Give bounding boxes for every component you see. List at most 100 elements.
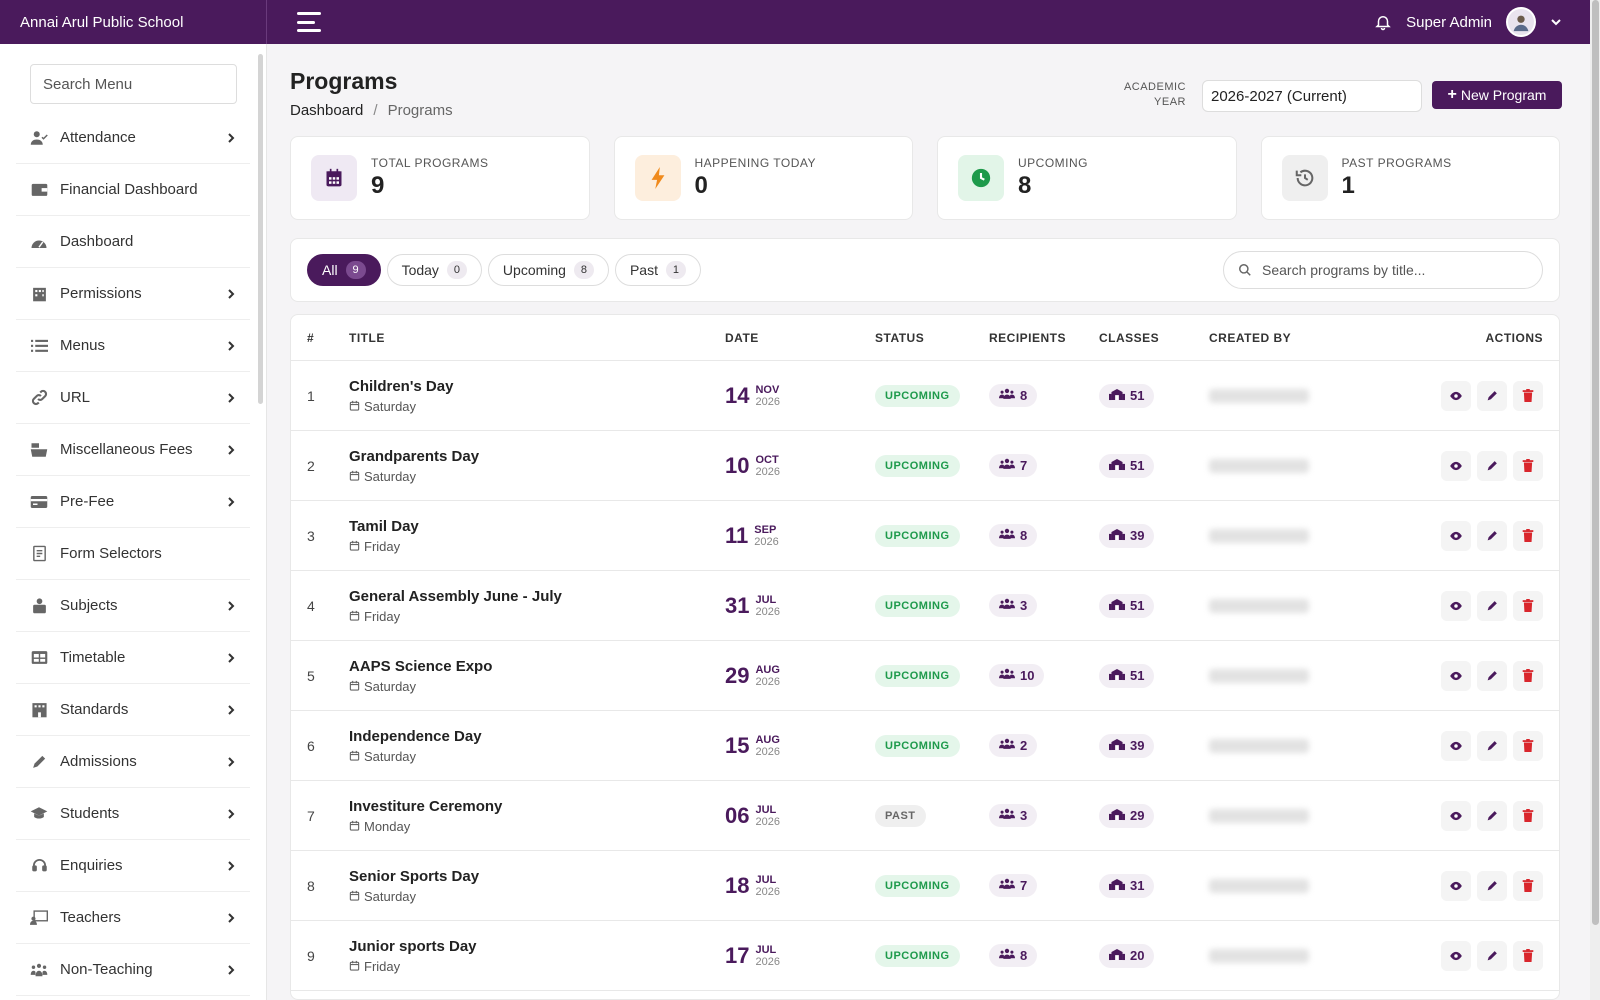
- chevron-down-icon[interactable]: [1550, 16, 1562, 28]
- sidebar-item-financial-dashboard[interactable]: Financial Dashboard: [16, 164, 250, 216]
- col-header-recipients[interactable]: RECIPIENTS: [989, 330, 1067, 345]
- sidebar-item-attendance[interactable]: Attendance: [16, 112, 250, 164]
- sidebar-item-non-teaching[interactable]: Non-Teaching: [16, 944, 250, 996]
- sidebar-scrollbar[interactable]: [258, 54, 263, 404]
- program-title[interactable]: Investiture Ceremony: [349, 797, 503, 815]
- stat-value: 0: [694, 172, 708, 199]
- edit-button[interactable]: [1477, 520, 1507, 551]
- delete-button[interactable]: [1513, 590, 1543, 621]
- sidebar-item-teachers[interactable]: Teachers: [16, 892, 250, 944]
- sidebar-item-standards[interactable]: Standards: [16, 684, 250, 736]
- sidebar-item-pre-fee[interactable]: Pre-Fee: [16, 476, 250, 528]
- table-row[interactable]: 1 Children's Day Saturday 14 NOV 2026 UPC…: [291, 361, 1559, 431]
- sidebar-search-input[interactable]: [30, 64, 237, 104]
- sidebar-item-subjects[interactable]: Subjects: [16, 580, 250, 632]
- delete-button[interactable]: [1513, 730, 1543, 761]
- col-header-date[interactable]: DATE: [725, 330, 759, 345]
- view-button[interactable]: [1441, 940, 1471, 971]
- program-title[interactable]: Junior sports Day: [349, 937, 477, 955]
- recipients-chip: 10: [989, 664, 1045, 687]
- table-row[interactable]: 4 General Assembly June - July Friday 31…: [291, 571, 1559, 641]
- view-button[interactable]: [1441, 450, 1471, 481]
- delete-button[interactable]: [1513, 660, 1543, 691]
- avatar[interactable]: [1506, 7, 1536, 37]
- col-header-title[interactable]: TITLE: [349, 330, 385, 345]
- program-search-input[interactable]: [1262, 262, 1522, 278]
- delete-button[interactable]: [1513, 520, 1543, 551]
- stat-value: 9: [371, 172, 385, 199]
- view-button[interactable]: [1441, 870, 1471, 901]
- table-row[interactable]: 3 Tamil Day Friday 11 SEP 2026 UPCOMING 8…: [291, 501, 1559, 571]
- sidebar-item-label: Admissions: [60, 753, 137, 770]
- program-title[interactable]: Independence Day: [349, 727, 482, 745]
- filter-tab-upcoming[interactable]: Upcoming 8: [487, 254, 609, 286]
- sidebar-item-dashboard[interactable]: Dashboard: [16, 216, 250, 268]
- edit-button[interactable]: [1477, 800, 1507, 831]
- program-title[interactable]: Tamil Day: [349, 517, 419, 535]
- sidebar-item-timetable[interactable]: Timetable: [16, 632, 250, 684]
- menu-toggle-icon[interactable]: [297, 12, 321, 32]
- program-date: 11 SEP 2026: [725, 523, 875, 549]
- trash-icon: [1522, 389, 1534, 402]
- table-row[interactable]: 5 AAPS Science Expo Saturday 29 AUG 2026 …: [291, 641, 1559, 711]
- eye-icon: [1450, 461, 1462, 470]
- view-button[interactable]: [1441, 520, 1471, 551]
- new-program-button[interactable]: + New Program: [1432, 81, 1562, 109]
- program-title[interactable]: Senior Sports Day: [349, 867, 480, 885]
- table-row[interactable]: 9 Junior sports Day Friday 17 JUL 2026 UP…: [291, 921, 1559, 991]
- academic-year-select[interactable]: 2026-2027 (Current): [1202, 80, 1422, 112]
- sidebar-item-form-selectors[interactable]: Form Selectors: [16, 528, 250, 580]
- delete-button[interactable]: [1513, 940, 1543, 971]
- view-button[interactable]: [1441, 590, 1471, 621]
- bell-icon[interactable]: [1374, 13, 1392, 31]
- delete-button[interactable]: [1513, 870, 1543, 901]
- edit-button[interactable]: [1477, 730, 1507, 761]
- view-button[interactable]: [1441, 730, 1471, 761]
- breadcrumb-dashboard[interactable]: Dashboard: [290, 102, 364, 119]
- page-scrollbar[interactable]: [1590, 0, 1600, 1000]
- sidebar-item-label: Permissions: [60, 285, 142, 302]
- sidebar-item-menus[interactable]: Menus: [16, 320, 250, 372]
- table-row[interactable]: 6 Independence Day Saturday 15 AUG 2026 U…: [291, 711, 1559, 781]
- classes-chip: 31: [1099, 873, 1155, 898]
- table-row[interactable]: 2 Grandparents Day Saturday 10 OCT 2026 U…: [291, 431, 1559, 501]
- sidebar-item-permissions[interactable]: Permissions: [16, 268, 250, 320]
- program-day: Monday: [349, 819, 725, 834]
- edit-button[interactable]: [1477, 590, 1507, 621]
- view-button[interactable]: [1441, 380, 1471, 411]
- col-header-created-by[interactable]: CREATED BY: [1209, 330, 1292, 345]
- filter-tab-today[interactable]: Today 0: [386, 254, 482, 286]
- filter-tab-past[interactable]: Past 1: [614, 254, 701, 286]
- view-button[interactable]: [1441, 800, 1471, 831]
- edit-button[interactable]: [1477, 870, 1507, 901]
- edit-button[interactable]: [1477, 450, 1507, 481]
- col-header-status[interactable]: STATUS: [875, 330, 925, 345]
- sidebar-item-miscellaneous-fees[interactable]: Miscellaneous Fees: [16, 424, 250, 476]
- user-name[interactable]: Super Admin: [1406, 13, 1492, 31]
- filter-tab-all[interactable]: All 9: [307, 254, 381, 286]
- program-title[interactable]: AAPS Science Expo: [349, 657, 493, 675]
- delete-button[interactable]: [1513, 450, 1543, 481]
- program-search[interactable]: [1223, 251, 1543, 289]
- table-row[interactable]: 8 Senior Sports Day Saturday 18 JUL 2026 …: [291, 851, 1559, 921]
- calendar-small-icon: [349, 469, 360, 484]
- page-scrollbar-thumb[interactable]: [1592, 0, 1599, 925]
- sidebar-item-admissions[interactable]: Admissions: [16, 736, 250, 788]
- created-by-redacted: [1209, 388, 1309, 403]
- delete-button[interactable]: [1513, 380, 1543, 411]
- program-title[interactable]: General Assembly June - July: [349, 587, 562, 605]
- edit-button[interactable]: [1477, 380, 1507, 411]
- sidebar-item-url[interactable]: URL: [16, 372, 250, 424]
- edit-button[interactable]: [1477, 940, 1507, 971]
- program-title[interactable]: Grandparents Day: [349, 447, 480, 465]
- sidebar-item-enquiries[interactable]: Enquiries: [16, 840, 250, 892]
- table-row[interactable]: 7 Investiture Ceremony Monday 06 JUL 2026…: [291, 781, 1559, 851]
- delete-button[interactable]: [1513, 800, 1543, 831]
- sidebar-item-students[interactable]: Students: [16, 788, 250, 840]
- edit-button[interactable]: [1477, 660, 1507, 691]
- brand-name[interactable]: Annai Arul Public School: [0, 0, 267, 44]
- program-title[interactable]: Children's Day: [349, 377, 454, 395]
- trash-icon: [1522, 599, 1534, 612]
- col-header-classes[interactable]: CLASSES: [1099, 330, 1160, 345]
- view-button[interactable]: [1441, 660, 1471, 691]
